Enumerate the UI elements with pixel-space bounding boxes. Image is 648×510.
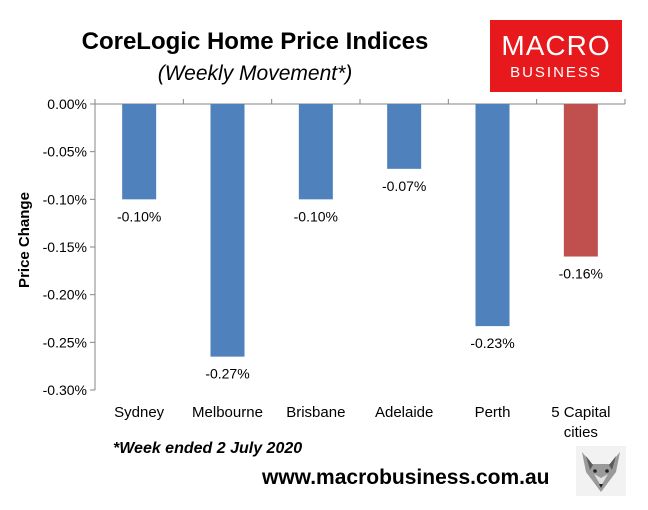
chart-title: CoreLogic Home Price Indices [81,28,429,55]
y-tick-label: -0.05% [43,144,87,160]
y-tick-label: -0.10% [43,191,87,207]
data-label: -0.23% [470,335,514,351]
x-tick-label: cities [564,424,598,441]
y-tick-label: -0.25% [43,334,87,350]
y-tick-label: -0.20% [43,287,87,303]
chart-subtitle: (Weekly Movement*) [157,62,353,85]
y-tick-label: 0.00% [47,96,87,112]
y-tick-label: -0.15% [43,239,87,255]
data-label: -0.27% [205,366,249,382]
fox-logo-icon [576,446,626,496]
data-label: -0.10% [294,208,338,224]
bar [122,104,157,200]
data-label: -0.07% [382,178,426,194]
website-url: www.macrobusiness.com.au [262,466,550,489]
logo-line-1: MACRO [501,30,611,61]
x-tick-label: Adelaide [375,404,433,421]
macrobusiness-logo: MACRO BUSINESS [490,20,622,92]
bar [563,104,598,257]
bar [387,104,422,169]
data-label: -0.10% [117,208,161,224]
x-tick-label: Brisbane [286,404,345,421]
x-tick-label: 5 Capital [551,404,610,421]
bar [210,104,245,357]
bar [475,104,510,327]
logo-line-2: BUSINESS [510,64,602,81]
x-tick-label: Sydney [114,404,165,421]
bar [298,104,333,200]
x-tick-label: Perth [475,404,511,421]
footnote: *Week ended 2 July 2020 [113,440,303,457]
x-tick-label: Melbourne [192,404,263,421]
y-tick-label: -0.30% [43,382,87,398]
data-label: -0.16% [559,266,603,282]
